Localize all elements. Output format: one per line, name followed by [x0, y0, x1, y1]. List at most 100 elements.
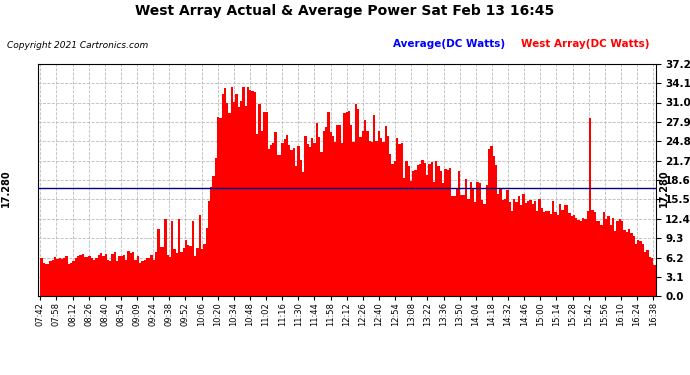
Bar — [410, 182, 412, 296]
Bar — [637, 240, 640, 296]
Bar — [187, 246, 190, 296]
Bar — [426, 176, 428, 296]
Bar — [272, 143, 275, 296]
Bar — [419, 164, 422, 296]
Bar — [282, 143, 284, 296]
Bar — [59, 258, 61, 296]
Bar — [230, 87, 233, 296]
Bar — [88, 256, 91, 296]
Bar — [628, 229, 630, 296]
Bar — [178, 219, 180, 296]
Text: Average(DC Watts): Average(DC Watts) — [393, 39, 505, 50]
Bar — [180, 252, 183, 296]
Bar — [582, 217, 584, 296]
Bar — [502, 200, 504, 296]
Bar — [371, 142, 373, 296]
Bar — [531, 204, 534, 296]
Text: 17.280: 17.280 — [1, 170, 10, 207]
Bar — [63, 258, 66, 296]
Bar — [325, 127, 327, 296]
Bar — [299, 160, 302, 296]
Bar — [486, 186, 488, 296]
Bar — [201, 249, 204, 296]
Bar — [256, 135, 258, 296]
Bar — [368, 141, 371, 296]
Bar — [384, 126, 387, 296]
Bar — [135, 260, 137, 296]
Bar — [157, 229, 159, 296]
Bar — [493, 156, 495, 296]
Bar — [626, 232, 628, 296]
Bar — [635, 244, 637, 296]
Bar — [366, 131, 368, 296]
Bar — [341, 142, 344, 296]
Bar — [77, 256, 79, 296]
Bar — [350, 125, 353, 296]
Bar — [57, 259, 59, 296]
Bar — [242, 87, 244, 296]
Bar — [444, 168, 446, 296]
Bar — [148, 258, 150, 296]
Bar — [132, 252, 135, 296]
Bar — [171, 221, 173, 296]
Bar — [403, 178, 405, 296]
Bar — [183, 248, 185, 296]
Bar — [306, 144, 309, 296]
Bar — [173, 249, 176, 296]
Bar — [121, 256, 123, 296]
Bar — [128, 252, 130, 296]
Text: 17.280: 17.280 — [659, 170, 669, 207]
Bar — [481, 200, 483, 296]
Bar — [93, 260, 95, 296]
Bar — [598, 221, 600, 296]
Bar — [586, 211, 589, 296]
Bar — [318, 137, 320, 296]
Bar — [518, 196, 520, 296]
Bar — [389, 154, 391, 296]
Bar — [458, 171, 460, 296]
Bar — [534, 201, 536, 296]
Bar — [373, 115, 375, 296]
Bar — [472, 189, 474, 296]
Bar — [54, 257, 57, 296]
Bar — [204, 244, 206, 296]
Bar — [405, 162, 408, 296]
Bar — [146, 258, 148, 296]
Bar — [72, 261, 75, 296]
Bar — [233, 102, 235, 296]
Bar — [159, 247, 162, 296]
Bar — [607, 216, 609, 296]
Bar — [290, 150, 293, 296]
Bar — [45, 264, 47, 296]
Bar — [116, 261, 118, 296]
Bar — [520, 205, 522, 296]
Bar — [394, 161, 396, 296]
Bar — [524, 203, 527, 296]
Bar — [640, 241, 642, 296]
Bar — [509, 202, 511, 296]
Bar — [564, 204, 566, 296]
Bar — [529, 200, 531, 296]
Bar — [642, 244, 644, 296]
Bar — [284, 139, 286, 296]
Bar — [396, 138, 398, 296]
Bar — [527, 201, 529, 296]
Bar — [401, 143, 403, 296]
Bar — [555, 212, 557, 296]
Bar — [208, 201, 210, 296]
Bar — [226, 103, 228, 296]
Bar — [408, 166, 410, 296]
Bar — [213, 176, 215, 296]
Bar — [194, 256, 197, 296]
Bar — [541, 208, 543, 296]
Bar — [339, 125, 341, 296]
Bar — [377, 130, 380, 296]
Bar — [91, 258, 93, 296]
Bar — [215, 158, 217, 296]
Bar — [550, 214, 552, 296]
Bar — [504, 199, 506, 296]
Bar — [649, 257, 651, 296]
Bar — [591, 210, 593, 296]
Bar — [40, 258, 43, 296]
Bar — [125, 260, 128, 296]
